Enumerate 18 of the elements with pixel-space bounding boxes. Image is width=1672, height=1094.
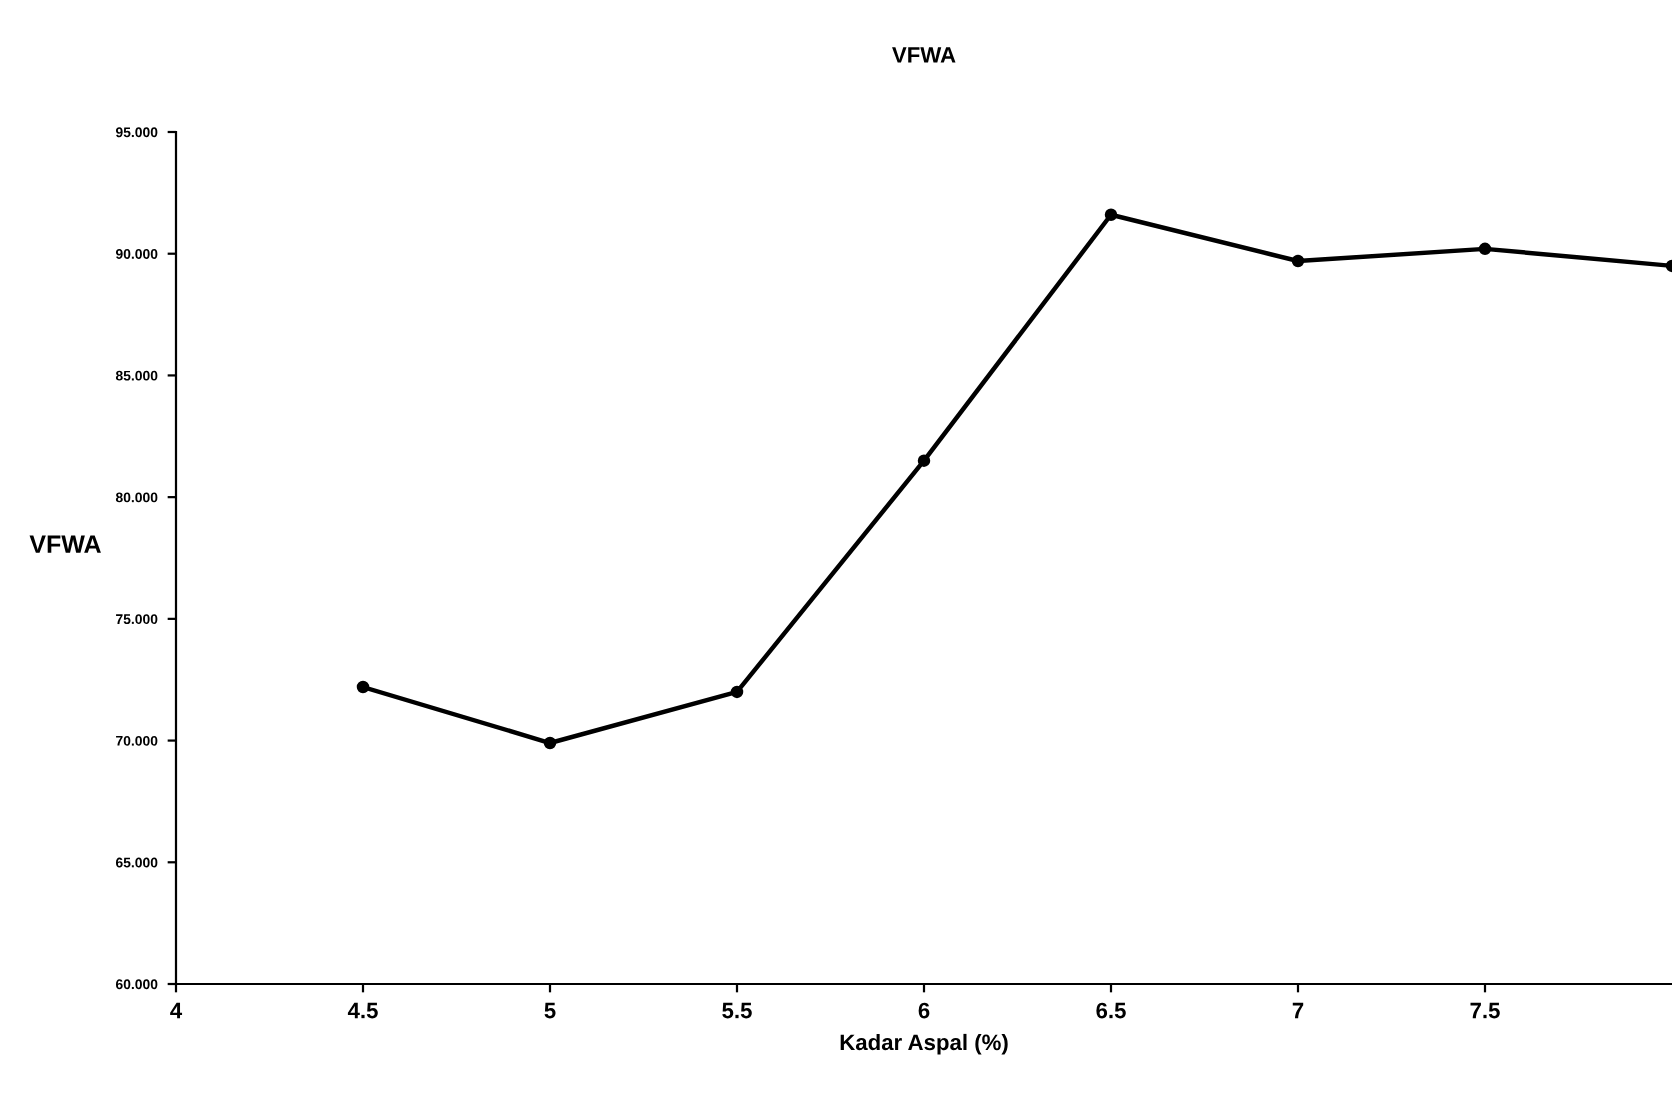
point (1104, 208, 1118, 222)
point (356, 680, 370, 694)
x-tick-label: 6.5 (1096, 1002, 1126, 1019)
point (917, 454, 931, 467)
point (730, 685, 744, 699)
x-axis-title: Kadar Aspal (%) (840, 1033, 1008, 1055)
x-tick-label: 4.5 (347, 1002, 378, 1019)
point (1291, 254, 1305, 268)
point (543, 736, 557, 750)
x-tick-label: 5 (544, 1002, 556, 1019)
x-tick-label: 7 (1292, 1002, 1304, 1019)
point (1478, 242, 1492, 256)
chart-title: VFWA (892, 47, 956, 63)
x-tick-label: 7.5 (1470, 1002, 1500, 1019)
y-axis-title: VFWA (29, 535, 101, 553)
x-tick-label: 5.5 (722, 1002, 752, 1019)
x-tick-label: 6 (918, 1002, 930, 1019)
x-tick-label: 4 (170, 1002, 183, 1019)
